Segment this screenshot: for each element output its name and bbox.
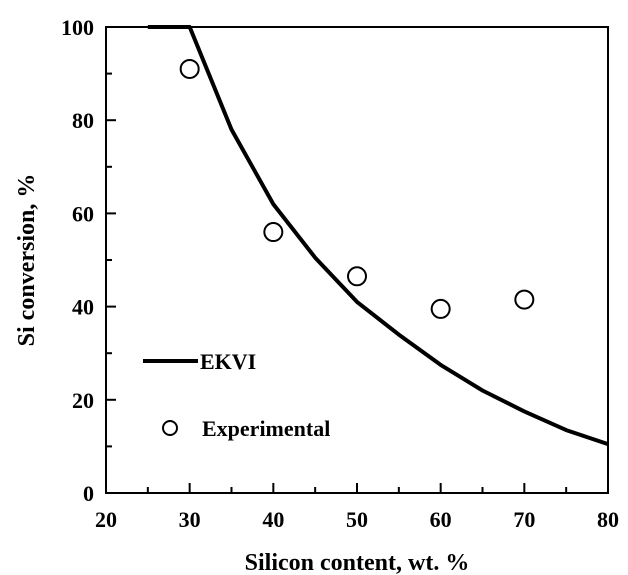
y-tick-label: 0 bbox=[83, 481, 94, 506]
experimental-points bbox=[179, 58, 535, 319]
x-axis-ticks: 20 30 40 50 60 70 80 bbox=[95, 483, 619, 532]
experimental-point bbox=[263, 222, 284, 243]
legend: EKVI Experimental bbox=[143, 349, 330, 441]
x-tick-label: 30 bbox=[179, 507, 201, 532]
x-tick-label: 80 bbox=[597, 507, 619, 532]
legend-experimental-label: Experimental bbox=[202, 416, 330, 441]
y-axis-title: Si conversion, % bbox=[14, 174, 40, 347]
experimental-point bbox=[347, 266, 367, 287]
experimental-point bbox=[179, 58, 200, 79]
experimental-point bbox=[514, 289, 535, 310]
plot-area bbox=[105, 26, 609, 494]
x-tick-label: 70 bbox=[513, 507, 535, 532]
x-tick-label: 40 bbox=[262, 507, 284, 532]
ekvi-curve bbox=[147, 25, 609, 446]
legend-ekvi-label: EKVI bbox=[200, 349, 256, 374]
experimental-point bbox=[430, 298, 451, 319]
y-tick-label: 80 bbox=[72, 108, 94, 133]
x-tick-label: 20 bbox=[95, 507, 117, 532]
x-tick-label: 60 bbox=[430, 507, 452, 532]
y-tick-label: 100 bbox=[61, 15, 94, 40]
y-tick-label: 20 bbox=[72, 388, 94, 413]
x-tick-label: 50 bbox=[346, 507, 368, 532]
y-tick-label: 60 bbox=[72, 201, 94, 226]
legend-experimental-marker bbox=[162, 420, 178, 436]
y-tick-label: 40 bbox=[72, 295, 94, 320]
y-axis-ticks: 0 20 40 60 80 100 bbox=[61, 15, 116, 506]
x-axis-title: Silicon content, wt. % bbox=[245, 550, 470, 575]
